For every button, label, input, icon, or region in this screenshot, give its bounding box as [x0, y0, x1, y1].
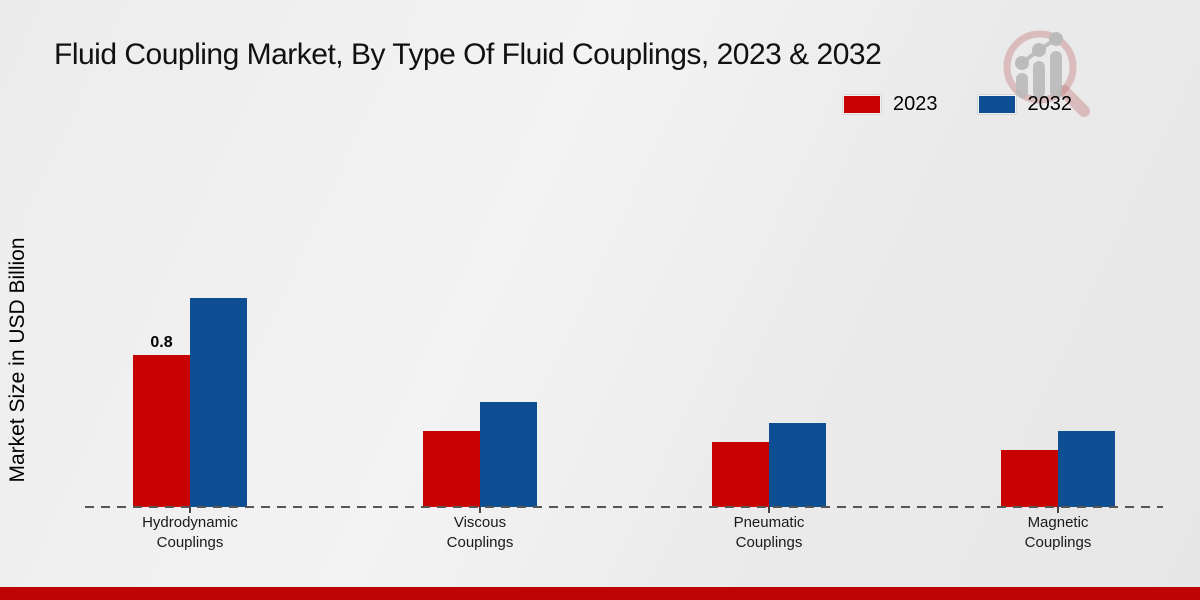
bar-2032-hydrodynamic-couplings	[190, 298, 247, 507]
magnifier-bar-chart-logo-icon	[1003, 30, 1090, 117]
x-axis-baseline	[85, 506, 1163, 508]
bar-2032-viscous-couplings	[480, 402, 537, 507]
x-axis-tick	[1057, 507, 1059, 513]
y-axis-label: Market Size in USD Billion	[6, 237, 29, 483]
legend-item-2023: 2023	[843, 93, 938, 116]
bar-2023-viscous-couplings	[423, 431, 480, 507]
x-axis-tick	[768, 507, 770, 513]
bar-2032-pneumatic-couplings	[769, 423, 826, 507]
bar-2023-hydrodynamic-couplings	[133, 355, 190, 507]
legend-label-2032: 2032	[1027, 93, 1073, 115]
category-label-hydrodynamic-couplings: Hydrodynamic Couplings	[142, 514, 238, 551]
bottom-accent-bar	[0, 587, 1200, 600]
legend: 2023 2032	[843, 93, 1098, 116]
category-label-magnetic-couplings: Magnetic Couplings	[1024, 514, 1092, 551]
bar-2023-magnetic-couplings	[1001, 450, 1058, 507]
chart-title: Fluid Coupling Market, By Type Of Fluid …	[54, 38, 882, 71]
bar-2032-magnetic-couplings	[1058, 431, 1115, 507]
data-label-2023-hydrodynamic-couplings: 0.8	[150, 334, 173, 351]
category-label-viscous-couplings: Viscous Couplings	[446, 514, 514, 551]
x-axis-tick	[479, 507, 481, 513]
legend-item-2032: 2032	[977, 93, 1073, 116]
legend-label-2023: 2023	[893, 93, 938, 115]
bar-2023-pneumatic-couplings	[712, 442, 769, 507]
x-axis-tick	[189, 507, 191, 513]
category-label-pneumatic-couplings: Pneumatic Couplings	[733, 514, 805, 551]
legend-swatch-2032-icon	[977, 95, 1016, 114]
legend-swatch-2023-icon	[843, 95, 881, 114]
